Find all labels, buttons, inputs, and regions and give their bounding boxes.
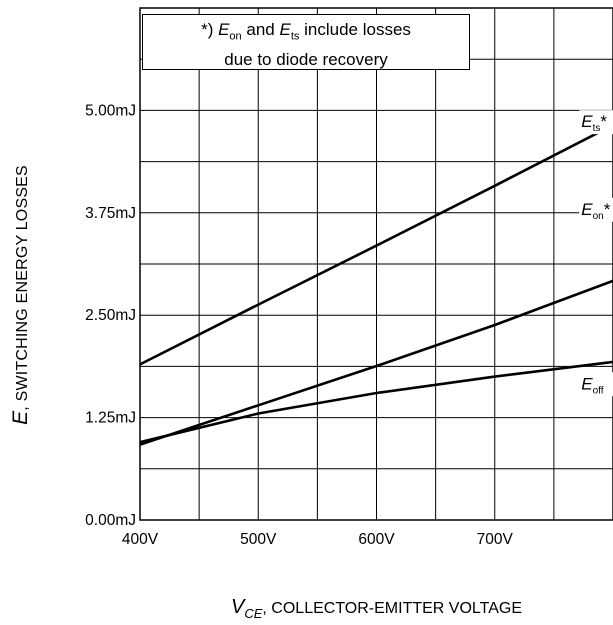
tick-labels: 0.00mJ 1.25mJ 2.50mJ 3.75mJ 5.00mJ 400V 500V 60… (85, 102, 513, 548)
x-axis-title: VCE, COLLECTOR-EMITTER VOLTAGE (231, 596, 522, 621)
y-axis-title: E, SWITCHING ENERGY LOSSES (9, 165, 32, 425)
x-tick-label: 700V (477, 531, 514, 548)
y-tick-label: 1.25mJ (85, 410, 136, 427)
series-line-ts (139, 123, 613, 366)
series-labels: Ets* Eon* Eoff (579, 110, 613, 397)
series-label-bg (579, 372, 613, 397)
series-label-bg (579, 110, 613, 135)
x-tick-label: 500V (240, 531, 277, 548)
series-label-ts: Ets* (581, 112, 607, 134)
series-line-off (139, 360, 613, 444)
annotation-line-2: due to diode recovery (224, 50, 388, 70)
y-tick-label: 3.75mJ (85, 205, 136, 222)
series-label-bg (579, 197, 613, 222)
x-tick-label: 600V (358, 531, 395, 548)
x-tick-label: 400V (122, 531, 159, 548)
y-tick-label: 2.50mJ (85, 307, 136, 324)
y-tick-label: 0.00mJ (85, 512, 136, 529)
plot-frame (139, 7, 613, 521)
series-label-on: Eon* (581, 200, 610, 222)
annotation-line-1: *) Eon and Ets include losses (201, 20, 411, 43)
series-group (139, 123, 613, 446)
series-label-off: Eoff (581, 374, 604, 396)
annotation-box: *) Eon and Ets include losses due to dio… (142, 14, 470, 70)
y-tick-label: 5.00mJ (85, 102, 136, 119)
y-axis-title-wrap: E, SWITCHING ENERGY LOSSES (6, 110, 36, 480)
series-line-on (139, 279, 613, 446)
grid (139, 7, 613, 521)
